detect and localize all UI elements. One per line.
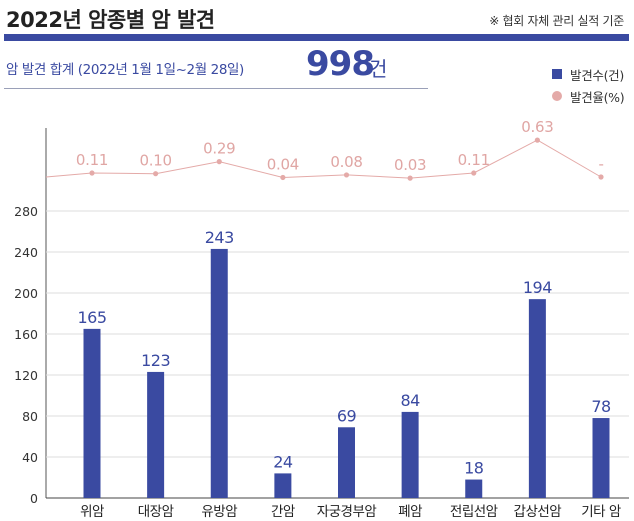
chart-title: 2022년 암종별 암 발견 (6, 8, 215, 32)
bar-value-label: 123 (141, 351, 170, 370)
rate-point (471, 170, 477, 176)
y-tick-label: 280 (14, 204, 38, 219)
x-tick-label: 전립선암 (450, 504, 498, 520)
rate-point (216, 159, 222, 165)
bar (210, 248, 228, 498)
legend-label-rate: 발견율(%) (570, 89, 625, 105)
bar-value-label: 78 (591, 397, 611, 416)
bar (465, 479, 483, 498)
legend-item-rate: 발견율(%) (552, 85, 625, 107)
y-tick-label: 120 (14, 368, 38, 383)
source-note: ※ 협회 자체 관리 실적 기준 (489, 14, 624, 28)
rate-value-label: 0.11 (458, 151, 490, 169)
bar (401, 411, 419, 498)
rate-point (534, 137, 540, 143)
y-tick-label: 0 (30, 491, 38, 506)
bar-value-label: 243 (205, 228, 234, 247)
total-unit: 건 (369, 57, 388, 81)
rate-value-label: - (598, 155, 603, 173)
rate-point (407, 175, 413, 181)
bar-value-label: 84 (400, 391, 420, 410)
legend-dot-swatch (552, 91, 562, 101)
bar-value-label: 18 (464, 459, 484, 478)
bar (274, 473, 292, 498)
bar-value-label: 165 (77, 308, 106, 327)
legend-item-count: 발견수(건) (552, 63, 624, 85)
rate-value-label: 0.29 (203, 140, 235, 158)
rate-point (598, 174, 604, 180)
bar-value-label: 24 (273, 452, 293, 471)
legend-label-count: 발견수(건) (570, 67, 624, 83)
bar-value-label: 194 (523, 278, 552, 297)
x-tick-label: 간암 (271, 504, 295, 520)
rate-value-label: 0.63 (521, 118, 553, 136)
rate-value-label: 0.03 (394, 156, 426, 174)
legend: 발견수(건) 발견율(%) (552, 63, 625, 107)
x-tick-label: 유방암 (201, 504, 237, 520)
rate-point (280, 174, 286, 181)
x-tick-label: 대장암 (138, 504, 174, 520)
bar (592, 418, 610, 498)
total-value: 998 (306, 44, 375, 84)
summary-label: 암 발견 합계 (2022년 1월 1일~2월 28일) (6, 62, 244, 78)
y-tick-label: 240 (14, 245, 38, 260)
bar (528, 299, 546, 498)
bar (338, 427, 355, 498)
bar (83, 328, 101, 498)
rate-line (45, 139, 602, 179)
rate-value-label: 0.08 (330, 153, 362, 171)
rate-point (153, 171, 159, 177)
x-tick-label: 위암 (80, 504, 104, 520)
bar (147, 371, 165, 498)
x-tick-label: 폐암 (398, 504, 422, 520)
rate-value-label: 0.11 (76, 151, 108, 169)
bar-value-label: 69 (337, 406, 357, 425)
header-rule (4, 34, 629, 41)
rate-value-label: 0.04 (267, 155, 299, 173)
x-tick-label: 자궁경부암 (317, 504, 377, 520)
summary-underline (4, 88, 428, 89)
y-tick-label: 200 (14, 286, 38, 301)
x-tick-label: 갑상선암 (514, 504, 562, 520)
rate-point (89, 170, 95, 176)
rate-point (343, 172, 350, 178)
y-tick-label: 40 (22, 450, 38, 465)
y-tick-label: 160 (14, 327, 38, 342)
x-tick-label: 기타 암 (581, 504, 621, 520)
rate-value-label: 0.10 (140, 152, 172, 170)
y-tick-label: 80 (22, 409, 38, 424)
legend-bar-swatch (552, 69, 562, 79)
